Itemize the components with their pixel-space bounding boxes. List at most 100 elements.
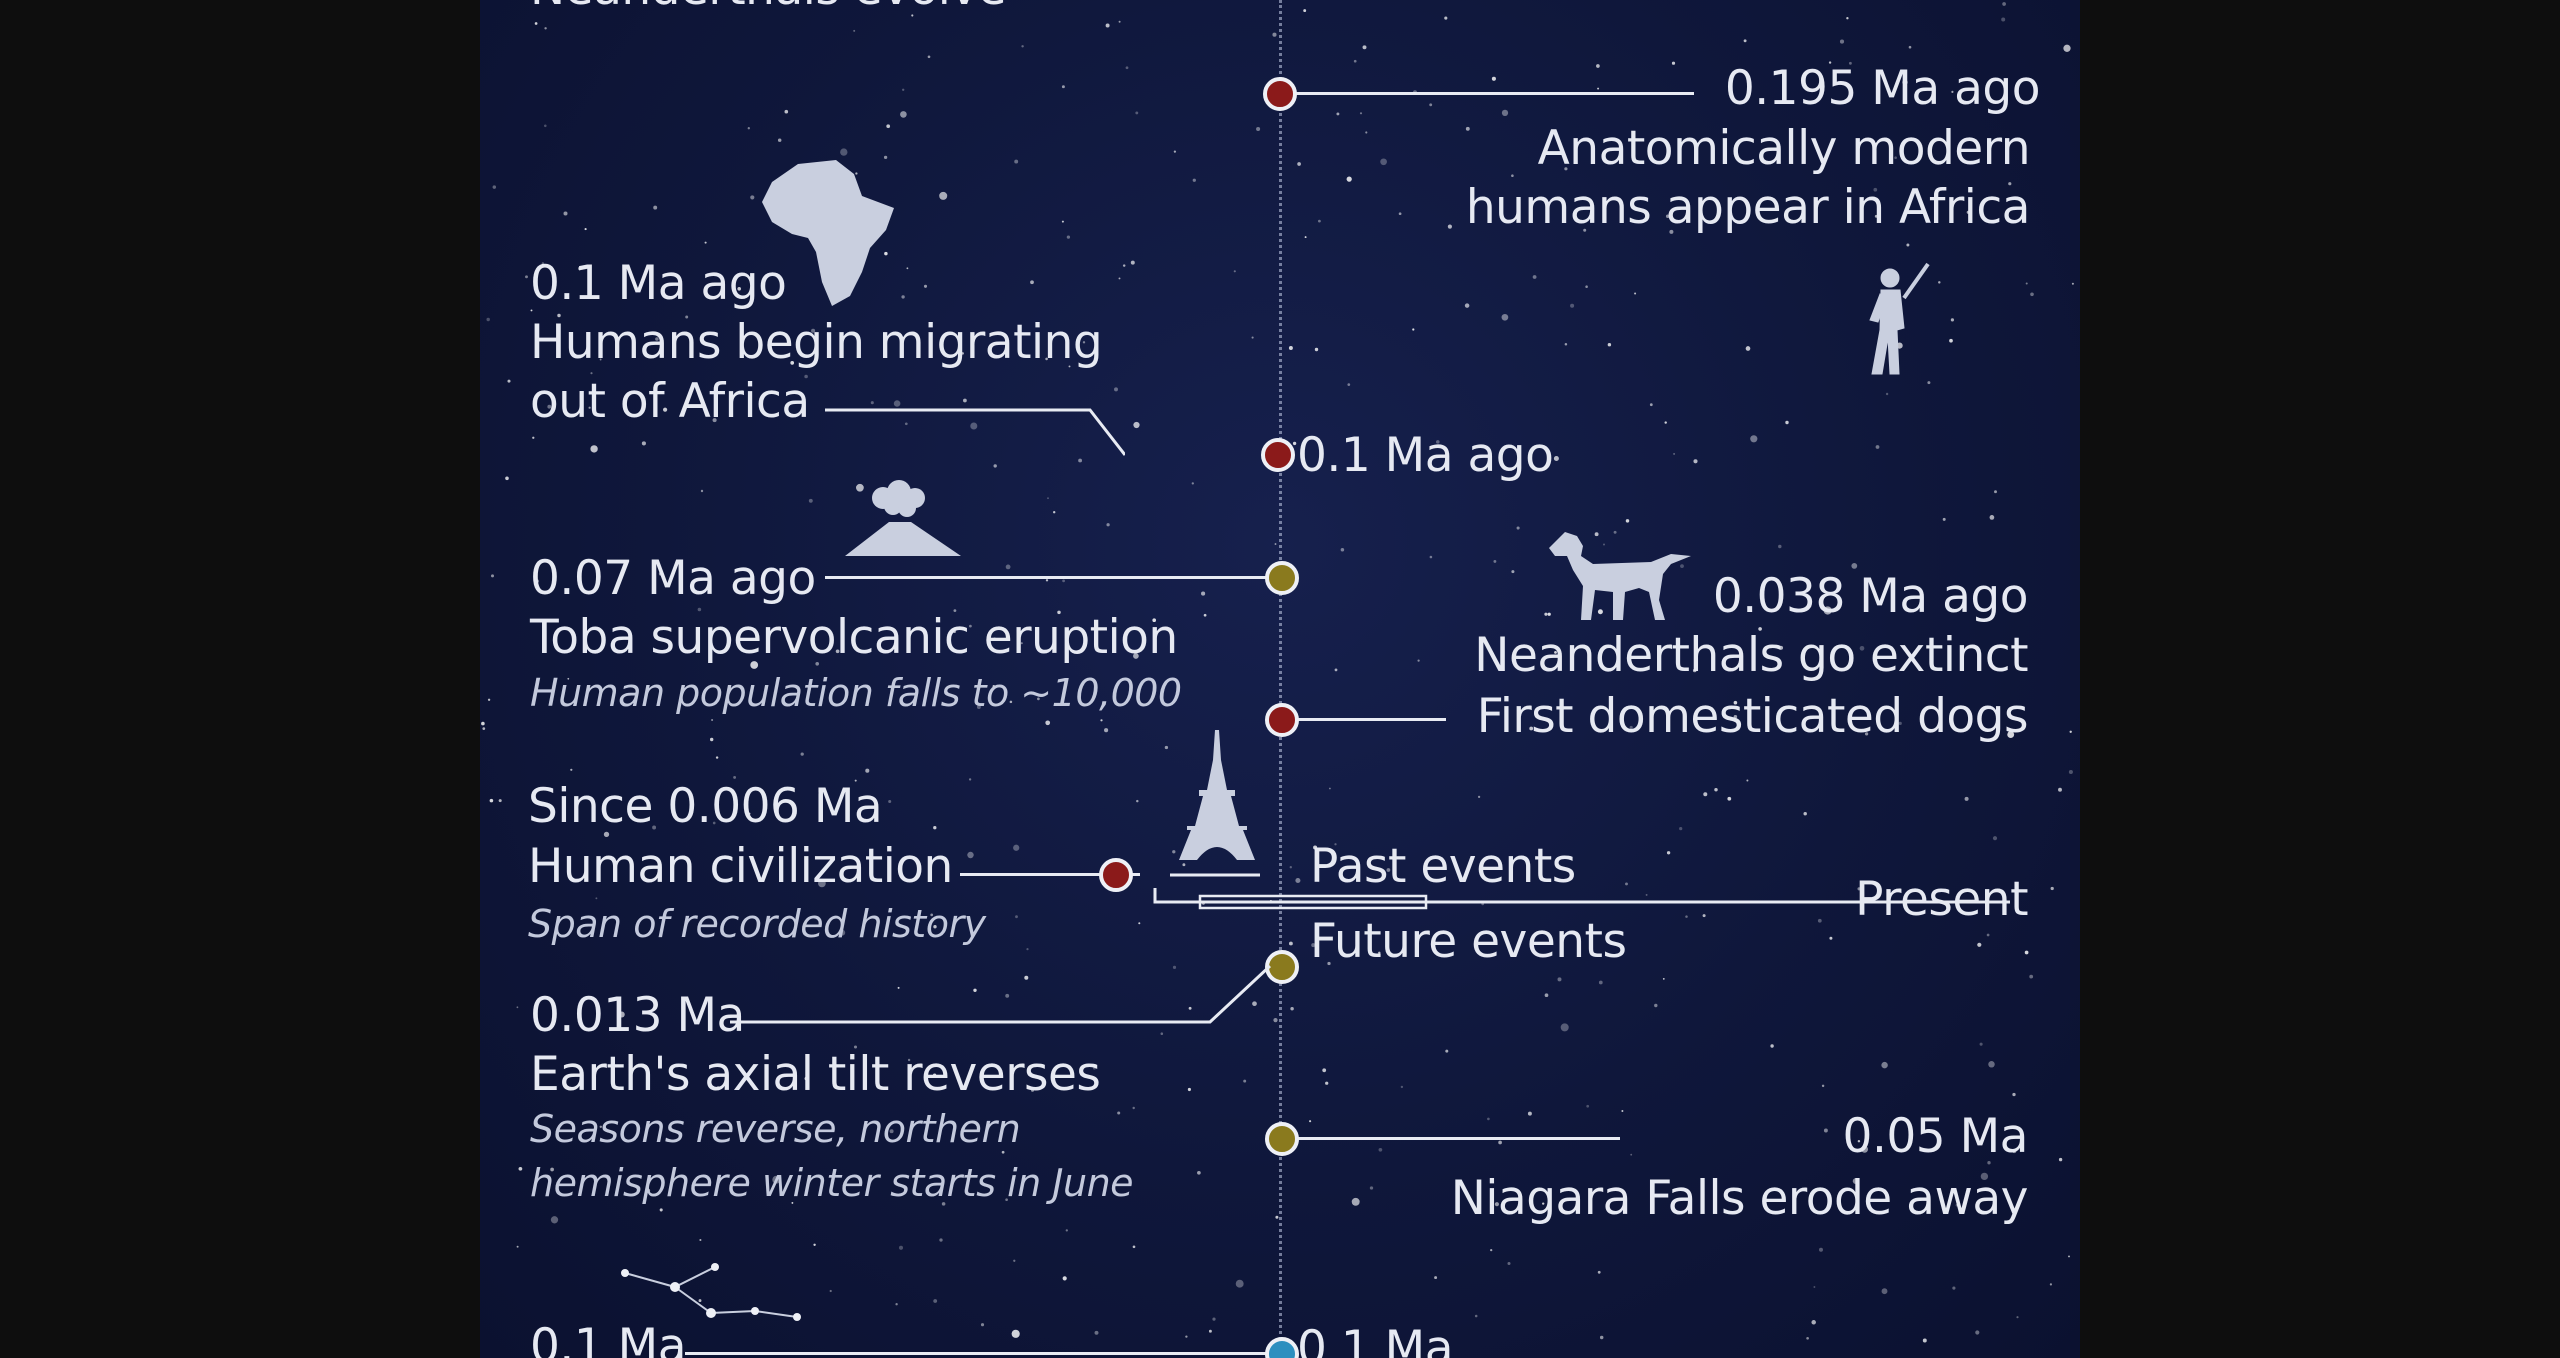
star (1770, 1044, 1774, 1048)
star (1014, 159, 1019, 164)
star (1585, 285, 1588, 288)
star (1599, 1335, 1604, 1340)
star (1532, 275, 1537, 279)
star (893, 400, 901, 407)
star (646, 1188, 651, 1193)
star (1649, 403, 1653, 407)
star (2063, 44, 2071, 52)
event-title: First domesticated dogs (1476, 689, 2029, 744)
star (1746, 779, 1749, 782)
star (1494, 1202, 1499, 1207)
star (1852, 1178, 1859, 1185)
star (961, 352, 964, 355)
event-date: 0.07 Ma ago (530, 551, 816, 606)
event-title: Humans begin migrating (530, 315, 1103, 370)
star (870, 401, 874, 405)
star (532, 436, 535, 439)
star (712, 418, 717, 423)
star (889, 1129, 894, 1134)
star (790, 361, 795, 365)
star (1152, 618, 1157, 623)
star (1703, 792, 1708, 797)
star (652, 825, 657, 830)
star (1949, 338, 1953, 343)
star (2050, 886, 2054, 891)
star (2024, 950, 2029, 955)
star (1493, 559, 1497, 563)
event-date: 0.195 Ma ago (1724, 61, 2041, 116)
event-title: Toba supervolcanic eruption (530, 610, 1178, 665)
star (969, 624, 972, 628)
star (1951, 90, 1954, 93)
timeline-dot-past (1261, 438, 1295, 472)
star (1922, 1338, 1927, 1343)
star (590, 372, 593, 375)
star (2025, 282, 2028, 285)
star (923, 284, 928, 288)
star (1950, 318, 1954, 322)
star (1527, 1111, 1532, 1116)
star (1192, 178, 1196, 182)
star (1334, 668, 1338, 672)
star (930, 913, 934, 917)
star (1334, 843, 1337, 846)
star (1702, 914, 1706, 918)
star (895, 1303, 898, 1306)
star (498, 799, 502, 803)
star (1988, 662, 1994, 667)
star (1093, 1066, 1096, 1070)
connector-line (1280, 92, 1694, 95)
star (1030, 280, 1034, 285)
star (1133, 421, 1140, 429)
timeline-dot-future (1265, 1122, 1299, 1156)
star (1829, 936, 1833, 940)
star (1881, 1061, 1888, 1069)
event-date: 0.038 Ma ago (1712, 569, 2029, 624)
star (884, 251, 888, 256)
star (534, 22, 538, 25)
star (659, 1208, 663, 1212)
star (2069, 730, 2072, 733)
star (1692, 668, 1697, 673)
star (1135, 111, 1139, 115)
star (1625, 519, 1630, 523)
star (1104, 728, 1109, 733)
star (1607, 342, 1612, 347)
star (911, 14, 914, 17)
star (1859, 645, 1865, 651)
star (2016, 1316, 2019, 1319)
star (1094, 1330, 1099, 1335)
star (1400, 1085, 1404, 1089)
star (1980, 1172, 1989, 1181)
star (1680, 564, 1684, 568)
constellation-icon (621, 1263, 801, 1321)
star (492, 185, 497, 189)
star (544, 27, 547, 30)
star (904, 422, 908, 426)
star (1380, 158, 1387, 166)
star (1429, 103, 1433, 107)
star (886, 124, 891, 129)
star (1955, 1203, 1959, 1207)
star (853, 1045, 858, 1049)
star (1598, 980, 1603, 985)
star (1544, 612, 1548, 616)
star (516, 1245, 519, 1248)
star (1061, 220, 1064, 223)
event-date: 0.05 Ma (1842, 1109, 2029, 1164)
star (1544, 993, 1549, 998)
star (907, 1058, 911, 1062)
timeline-dot-past (1099, 858, 1133, 892)
star (1078, 458, 1083, 463)
star (1671, 61, 1676, 65)
star (1062, 1276, 1067, 1281)
star (1750, 435, 1758, 443)
star (1359, 112, 1363, 115)
star (1693, 459, 1698, 464)
star (963, 398, 967, 403)
star (1138, 922, 1141, 925)
star (1369, 1186, 1374, 1190)
star (976, 705, 981, 709)
star (1251, 336, 1254, 339)
star (2071, 282, 2074, 285)
